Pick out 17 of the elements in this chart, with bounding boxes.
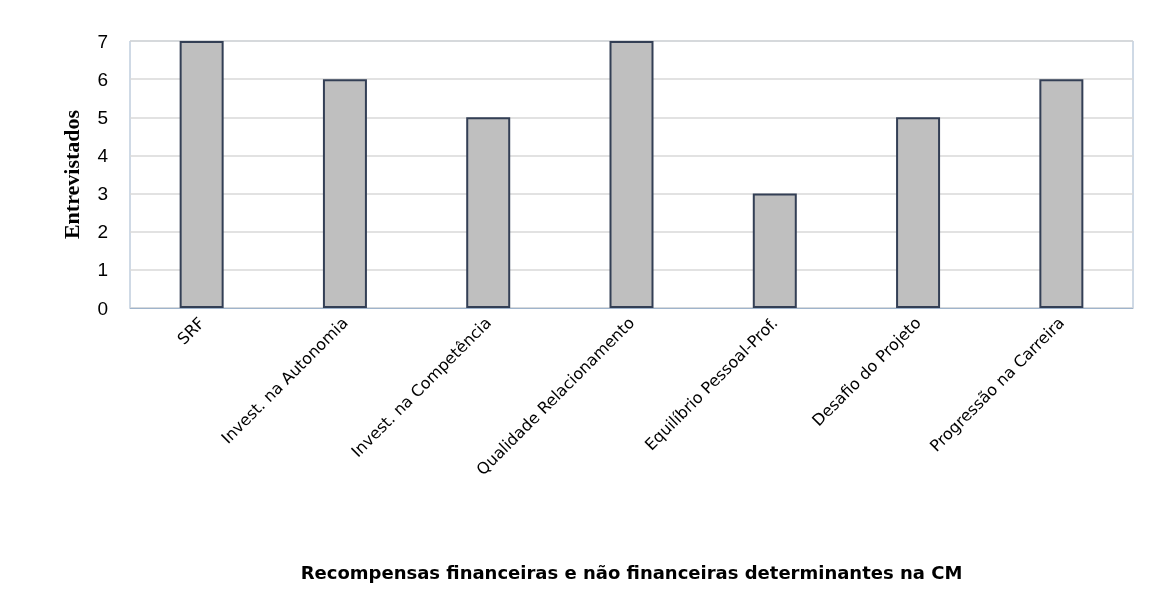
y-tick-label: 5	[97, 106, 108, 128]
y-axis-title: Entrevistados	[58, 109, 84, 240]
x-axis-title: Recompensas financeiras e não financeiras determinantes na CM	[300, 561, 963, 583]
bar	[609, 41, 654, 308]
bar	[1039, 79, 1084, 308]
y-tick-label: 7	[97, 30, 108, 52]
y-tick-label: 4	[97, 144, 109, 166]
bar	[322, 79, 367, 308]
y-tick-label: 1	[97, 259, 108, 281]
y-tick-label: 3	[97, 183, 108, 205]
bar	[752, 193, 797, 308]
bar	[466, 117, 511, 308]
y-tick-label: 6	[97, 68, 108, 90]
bar	[896, 117, 941, 308]
y-tick-label: 2	[97, 221, 108, 243]
y-tick-label: 0	[97, 297, 108, 319]
bar	[179, 41, 224, 308]
